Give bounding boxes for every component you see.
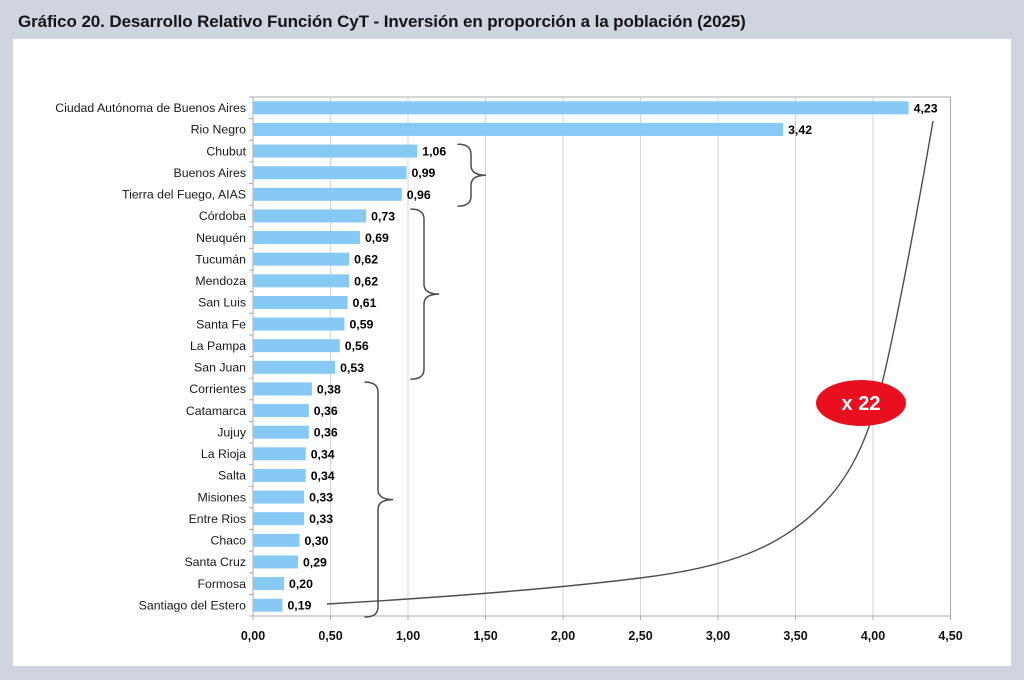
x-tick-label: 3,00 (706, 629, 730, 643)
value-label: 0,33 (309, 512, 333, 526)
x-tick-label: 3,50 (783, 629, 807, 643)
value-label: 0,59 (349, 318, 373, 332)
bar (253, 468, 306, 482)
bar (253, 187, 402, 201)
value-label: 0,73 (371, 209, 395, 223)
bar (253, 382, 312, 396)
category-label: Misiones (197, 490, 246, 504)
value-label: 0,34 (311, 447, 335, 461)
value-label: 0,33 (309, 491, 333, 505)
x-tick-label: 1,00 (396, 629, 420, 643)
bar (253, 144, 418, 158)
value-label: 0,96 (407, 188, 431, 202)
value-label: 0,62 (354, 253, 378, 267)
bar (253, 339, 340, 353)
x-tick-label: 0,50 (318, 629, 342, 643)
bar (253, 490, 305, 504)
trend-curve (326, 120, 934, 605)
category-label: Ciudad Autónoma de Buenos Aires (55, 101, 246, 115)
bar (253, 166, 407, 180)
category-label: Neuquén (196, 231, 246, 245)
value-label: 0,38 (317, 382, 341, 396)
chart-title: Gráfico 20. Desarrollo Relativo Función … (18, 12, 746, 31)
value-label: 0,62 (354, 274, 378, 288)
value-label: 0,19 (287, 599, 311, 613)
x-tick-label: 2,50 (628, 629, 652, 643)
category-label: Buenos Aires (174, 166, 246, 180)
value-label: 0,36 (314, 404, 338, 418)
bar (253, 252, 350, 266)
category-label: Santa Cruz (184, 555, 246, 569)
category-label: Santa Fe (196, 317, 246, 331)
bar (253, 555, 298, 569)
value-label: 0,99 (411, 166, 435, 180)
value-label: 0,34 (311, 469, 335, 483)
bar (253, 404, 309, 418)
value-label: 0,36 (314, 426, 338, 440)
bar (253, 577, 284, 591)
value-label: 0,29 (303, 555, 327, 569)
category-label: Corrientes (189, 382, 246, 396)
category-label: La Pampa (190, 339, 246, 353)
bar (253, 533, 300, 547)
category-label: Rio Negro (191, 123, 247, 137)
bar (253, 512, 305, 526)
chart-panel: Ciudad Autónoma de Buenos Aires 4,23 Rio N… (13, 39, 1011, 666)
value-label: 3,42 (788, 123, 812, 137)
category-label: Formosa (197, 577, 246, 591)
bar (253, 209, 367, 223)
category-label: Chubut (206, 144, 246, 158)
group-brace (410, 208, 440, 380)
category-label: Salta (218, 469, 246, 483)
bar (253, 360, 336, 374)
category-label: Chaco (210, 534, 246, 548)
ratio-badge-label: x 22 (842, 393, 881, 415)
category-label: Córdoba (199, 209, 246, 223)
category-label: Tucumán (195, 252, 246, 266)
bar (253, 425, 309, 439)
value-label: 1,06 (422, 145, 446, 159)
category-label: Mendoza (195, 274, 246, 288)
x-tick-label: 1,50 (473, 629, 497, 643)
bar (253, 122, 784, 136)
value-label: 0,20 (289, 577, 313, 591)
value-label: 0,61 (353, 296, 377, 310)
value-label: 0,53 (340, 361, 364, 375)
category-label: San Juan (194, 361, 246, 375)
x-tick-label: 4,50 (938, 629, 962, 643)
category-label: Entre Rios (189, 512, 246, 526)
value-label: 4,23 (914, 101, 938, 115)
category-label: Santiago del Estero (139, 598, 246, 612)
x-tick-label: 2,00 (551, 629, 575, 643)
value-label: 0,30 (305, 534, 329, 548)
bar (253, 317, 345, 331)
category-label: Tierra del Fuego, AIAS (122, 188, 246, 202)
category-label: Catamarca (186, 404, 246, 418)
value-label: 0,56 (345, 339, 369, 353)
category-label: Jujuy (217, 425, 247, 439)
x-tick-label: 4,00 (861, 629, 885, 643)
category-label: La Rioja (201, 447, 246, 461)
group-brace (457, 143, 487, 207)
bar (253, 295, 348, 309)
value-label: 0,69 (365, 231, 389, 245)
ratio-badge (816, 380, 906, 426)
x-tick-label: 0,00 (241, 629, 265, 643)
category-label: San Luis (198, 296, 246, 310)
bar (253, 101, 909, 115)
bar-chart: Ciudad Autónoma de Buenos Aires 4,23 Rio N… (55, 96, 963, 643)
bar (253, 274, 350, 288)
bar (253, 447, 306, 461)
bar (253, 598, 283, 612)
bar (253, 231, 360, 245)
group-brace (364, 381, 394, 618)
